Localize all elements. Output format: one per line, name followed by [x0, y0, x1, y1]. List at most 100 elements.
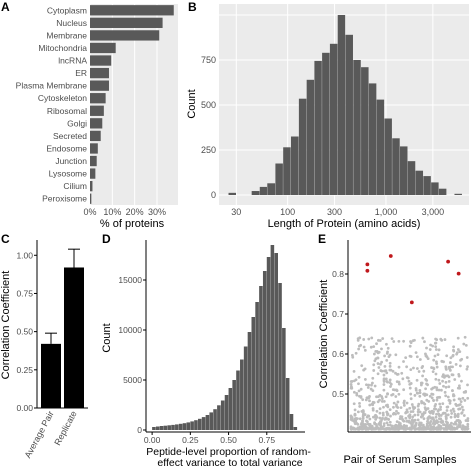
- chart-e-point: [385, 352, 389, 355]
- chart-e-point: [368, 417, 372, 421]
- chart-b-bar: [431, 182, 439, 195]
- chart-e-point: [433, 354, 437, 358]
- chart-e-point: [411, 421, 415, 424]
- chart-e-point: [388, 353, 392, 357]
- chart-e-point: [437, 408, 441, 412]
- chart-e-point: [426, 416, 430, 420]
- chart-e-point: [393, 424, 397, 428]
- chart-e-point: [377, 338, 380, 342]
- chart-e-point: [437, 417, 441, 421]
- chart-e-point: [445, 413, 449, 417]
- chart-e-point: [389, 382, 393, 386]
- chart-b-bar: [259, 186, 267, 195]
- chart-e-point: [355, 391, 359, 395]
- chart-e-point: [363, 348, 367, 352]
- chart-e-point: [439, 405, 443, 409]
- chart-b-bar: [438, 188, 447, 195]
- chart-b-bar: [345, 34, 353, 195]
- chart-d-x-tick-label: 0.25: [182, 435, 199, 445]
- chart-e-point: [362, 338, 366, 341]
- chart-e-point: [426, 383, 429, 387]
- chart-e-point: [371, 381, 374, 385]
- chart-e-point: [402, 388, 406, 392]
- chart-e-point: [364, 398, 368, 402]
- chart-e-point: [451, 373, 455, 377]
- chart-e-point: [466, 365, 469, 369]
- chart-e-point: [441, 373, 445, 377]
- chart-e-point: [451, 353, 455, 357]
- chart-d-x-axis-title-line-1: Peptide-level proportion of random-: [146, 446, 311, 458]
- chart-d-bar: [289, 414, 294, 430]
- chart-b-bar: [228, 192, 237, 195]
- chart-e-point: [375, 342, 378, 346]
- chart-e-point: [386, 423, 390, 427]
- chart-e-point: [368, 423, 372, 426]
- chart-d-y-axis-title: Count: [101, 323, 113, 352]
- chart-e-point: [458, 350, 462, 353]
- chart-e-point: [435, 419, 439, 423]
- chart-e-points: [349, 335, 470, 431]
- chart-e-point: [430, 392, 434, 396]
- chart-e-point: [424, 387, 428, 391]
- chart-e-point: [371, 400, 375, 404]
- chart-e-point: [395, 380, 399, 384]
- chart-b-x-tick-label: 3,000: [422, 207, 445, 217]
- chart-b-bar: [384, 118, 392, 195]
- chart-e-y-tick-label: 0.5: [332, 389, 344, 399]
- chart-e-point: [465, 426, 469, 430]
- chart-e-point: [385, 421, 389, 425]
- chart-e-point: [396, 427, 400, 431]
- chart-e-point: [362, 368, 366, 372]
- chart-e-point: [413, 419, 417, 422]
- chart-e-point: [444, 380, 448, 384]
- chart-e-point: [395, 409, 398, 413]
- chart-c-x-tick-label: Replicate: [52, 409, 78, 447]
- chart-b-bar: [423, 176, 431, 195]
- chart-e-point: [362, 345, 366, 349]
- chart-b-x-tick-label: 1,000: [375, 207, 398, 217]
- chart-e-point: [370, 424, 374, 428]
- chart-a-bars: [90, 5, 174, 204]
- chart-e-point: [434, 372, 438, 376]
- chart-e-point: [402, 339, 405, 343]
- chart-e-point: [362, 424, 366, 428]
- chart-e-point: [365, 383, 368, 387]
- chart-e-point: [443, 390, 447, 394]
- chart-e-point: [401, 377, 405, 381]
- chart-e-point: [359, 395, 363, 398]
- chart-e-point: [405, 408, 409, 412]
- chart-e-point: [396, 372, 400, 376]
- chart-e-point: [357, 375, 361, 379]
- chart-e-point: [387, 418, 391, 421]
- chart-e-point: [424, 377, 428, 381]
- chart-e-point: [443, 338, 447, 341]
- chart-e-point: [431, 422, 435, 425]
- chart-e-point: [431, 370, 435, 374]
- chart-e-point: [421, 374, 425, 378]
- chart-d-bar: [255, 302, 259, 430]
- chart-e-point: [427, 400, 431, 403]
- chart-b-bar: [306, 79, 315, 195]
- chart-d-bar: [266, 257, 271, 430]
- chart-e-point: [429, 343, 433, 347]
- chart-e-point: [367, 337, 371, 341]
- chart-e-point: [449, 365, 453, 369]
- chart-e-point: [398, 417, 402, 421]
- chart-e-point: [456, 336, 460, 340]
- chart-e-point: [460, 357, 464, 361]
- chart-e-point: [409, 341, 413, 345]
- chart-a-bar: [90, 67, 109, 79]
- chart-e-point: [408, 344, 412, 348]
- chart-b: B 0 250 500 750 30 100 300 1,000 3,000 Length o…: [186, 0, 469, 230]
- chart-d-bar: [278, 283, 282, 430]
- chart-e-point: [438, 395, 442, 399]
- chart-e-point: [359, 427, 362, 430]
- chart-b-y-tick-labels: 0 250 500 750: [201, 55, 216, 200]
- chart-e-point: [446, 421, 449, 425]
- chart-b-y-tick-label: 750: [201, 55, 216, 65]
- chart-e-point: [434, 427, 438, 431]
- chart-d-x-tick-label: 0.75: [259, 435, 276, 445]
- chart-e-point: [434, 345, 438, 349]
- chart-e-point: [365, 420, 369, 424]
